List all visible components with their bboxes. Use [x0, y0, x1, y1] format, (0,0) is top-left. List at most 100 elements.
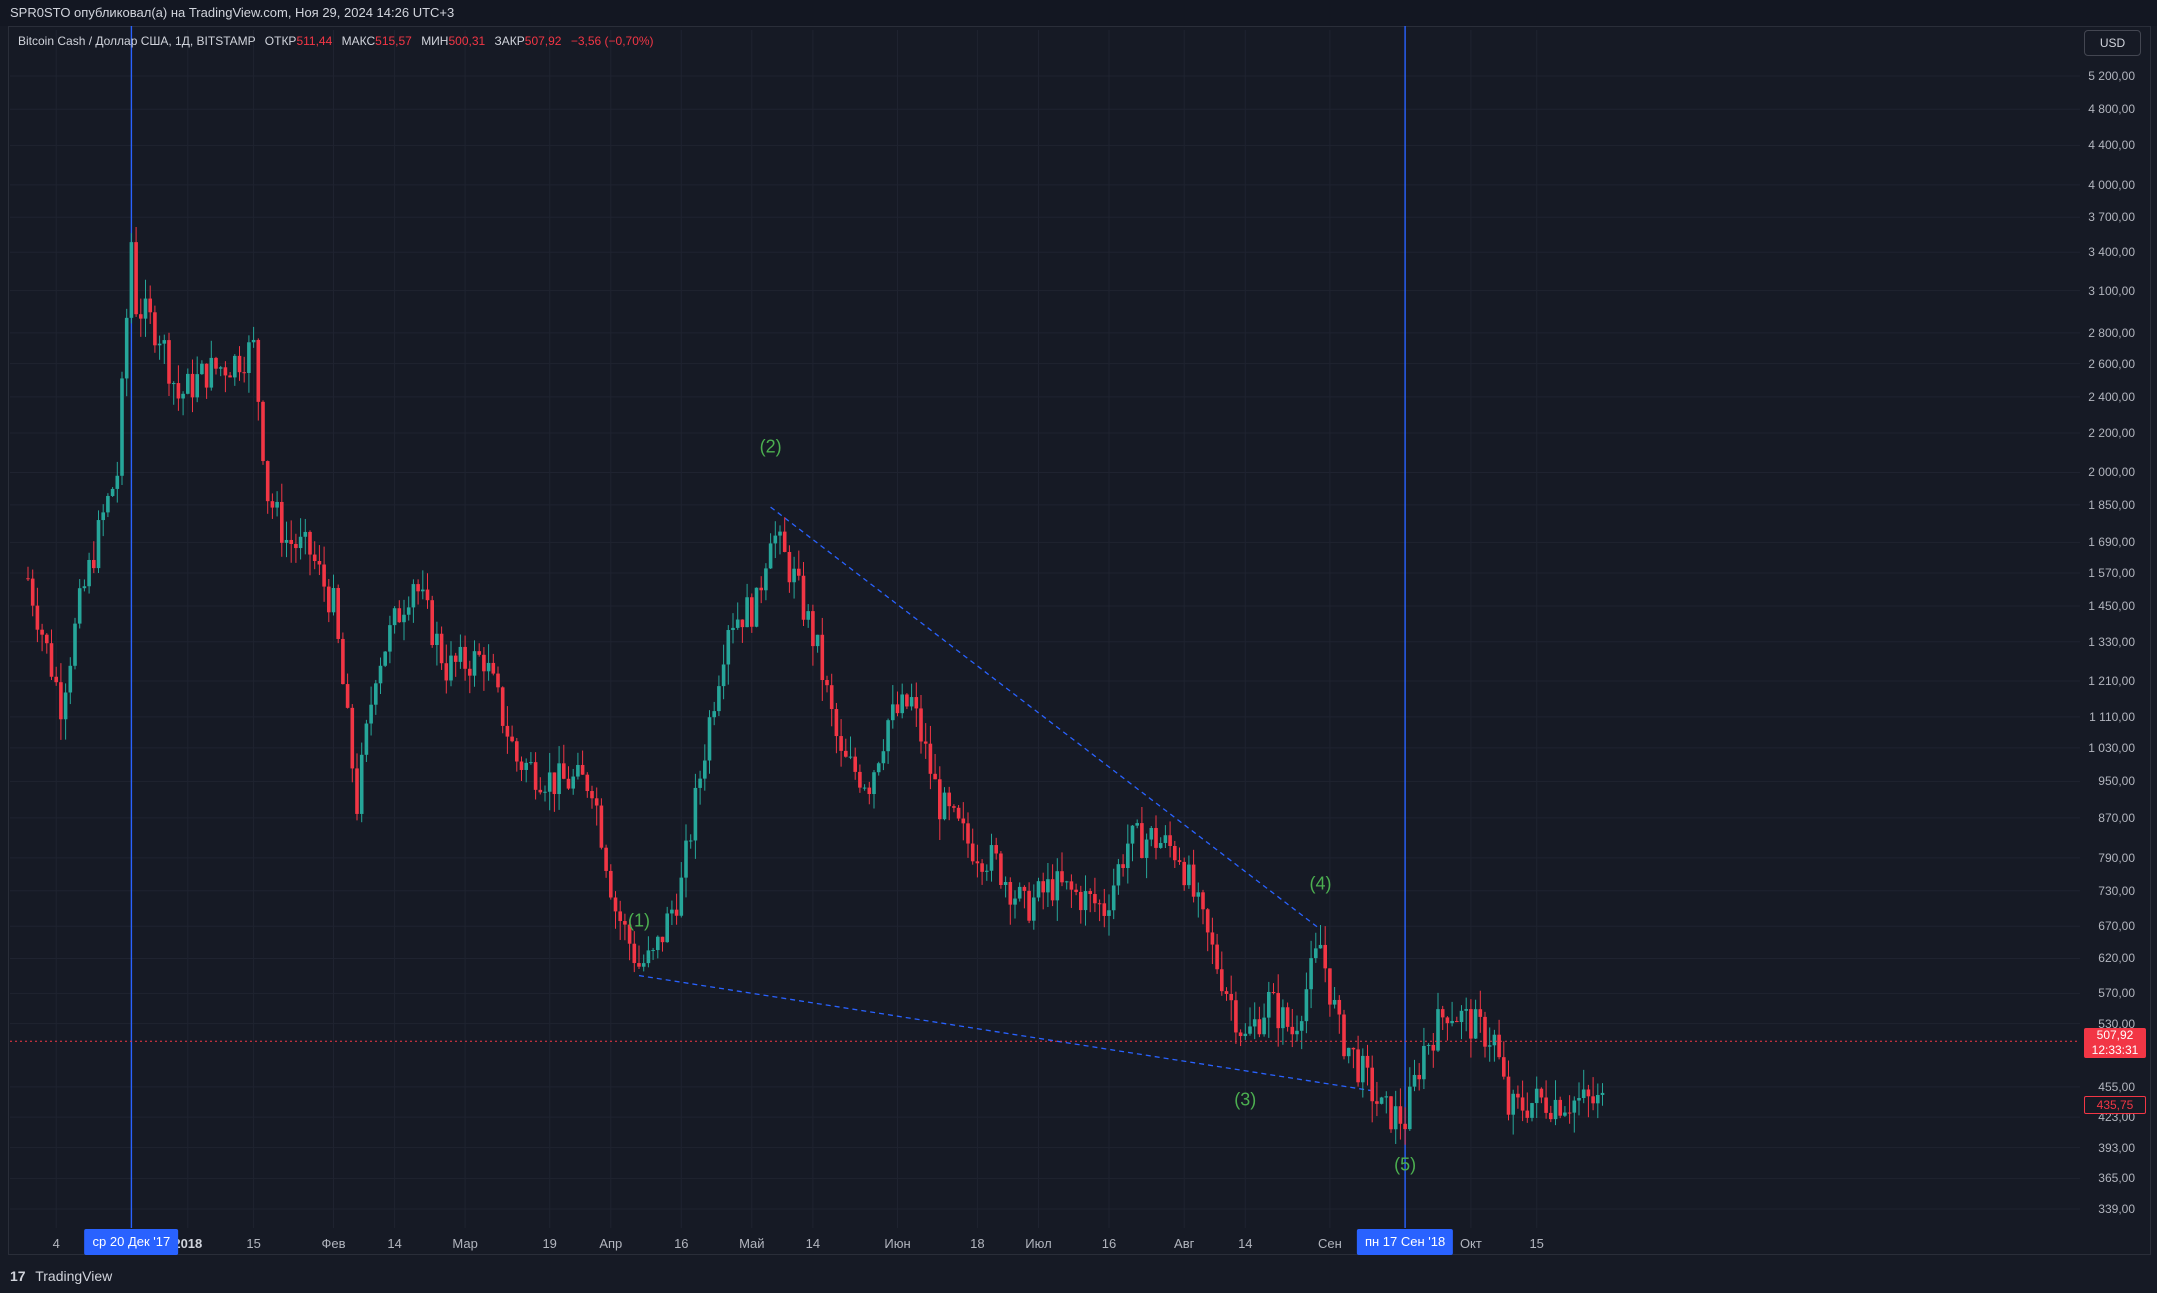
candle-body: [641, 963, 646, 967]
candle-body: [1393, 1106, 1398, 1130]
candle-body: [909, 697, 914, 707]
candle-body: [392, 608, 397, 626]
candle-body: [1539, 1088, 1544, 1098]
bar-countdown: 12:33:31: [2091, 1043, 2139, 1058]
candle-body: [975, 861, 980, 864]
price-tick-label: 3 100,00: [2088, 283, 2135, 298]
candle-body: [1473, 1009, 1478, 1039]
candle-body: [1126, 843, 1130, 869]
time-tick-label: 14: [805, 1236, 821, 1251]
candle-body: [82, 586, 87, 589]
candle-body: [806, 611, 810, 620]
candle-body: [214, 357, 218, 369]
candle-body: [670, 909, 674, 914]
candle-body: [195, 374, 199, 398]
candle-body: [594, 798, 599, 806]
candle-body: [331, 588, 336, 613]
candle-body: [721, 664, 726, 687]
candle-body: [665, 913, 669, 943]
candle-body: [745, 597, 749, 628]
candle-body: [646, 950, 651, 964]
candle-body: [1600, 1092, 1605, 1095]
candle-body: [1163, 835, 1168, 843]
candle-body: [496, 673, 500, 688]
change-value: −3,56 (−0,70%): [570, 34, 654, 48]
candle-body: [928, 743, 933, 774]
candle-body: [1069, 881, 1074, 890]
price-tick-label: 730,00: [2098, 883, 2135, 898]
price-tick-label: 1 110,00: [2089, 709, 2135, 724]
candle-body: [209, 357, 214, 388]
candle-body: [1502, 1057, 1506, 1077]
footer: 17 TradingView: [0, 1262, 400, 1290]
candle-body: [1191, 864, 1196, 897]
wave-label: (4): [1309, 873, 1332, 894]
candle-body: [1558, 1099, 1562, 1116]
candle-body: [157, 343, 162, 346]
candle-body: [1168, 835, 1172, 846]
candle-body: [1050, 879, 1055, 901]
candle-body: [1032, 897, 1036, 921]
candle-body: [364, 723, 369, 755]
candle-body: [30, 578, 35, 606]
candle-body: [1304, 989, 1309, 1022]
candle-body: [1017, 886, 1022, 899]
candle-body: [698, 778, 702, 788]
time-tick-label: Мар: [452, 1236, 478, 1251]
candle-body: [1220, 969, 1224, 992]
trendline: [638, 974, 1378, 1093]
candle-body: [599, 805, 604, 848]
price-tick-label: 2 400,00: [2088, 389, 2135, 404]
candle-body: [1299, 1021, 1304, 1031]
candle-body: [585, 774, 590, 792]
candle-body: [308, 531, 312, 555]
candle-body: [26, 578, 30, 580]
candle-body: [181, 393, 185, 399]
candle-body: [1492, 1034, 1497, 1046]
time-tick-label: Апр: [599, 1236, 623, 1251]
candle-body: [63, 692, 68, 720]
candle-body: [1506, 1076, 1511, 1115]
candle-body: [1060, 871, 1064, 883]
candle-body: [110, 488, 115, 496]
price-tick-label: 670,00: [2098, 919, 2135, 934]
candle-body: [679, 877, 684, 916]
candle-body: [472, 651, 477, 676]
price-tick-label: 1 030,00: [2088, 740, 2135, 755]
candle-body: [345, 684, 350, 708]
candle-body: [1412, 1074, 1417, 1087]
candle-body: [1173, 845, 1177, 861]
candle-body: [463, 646, 467, 669]
candle-body: [1431, 1044, 1436, 1051]
candle-body: [712, 711, 716, 718]
candle-body: [242, 372, 246, 374]
candle-body: [1267, 991, 1271, 1018]
candle-body: [764, 568, 768, 591]
candle-body: [1544, 1097, 1548, 1113]
currency-button[interactable]: USD: [2084, 30, 2141, 56]
candle-body: [1351, 1047, 1356, 1050]
candle-body: [265, 461, 270, 502]
candle-body: [406, 607, 411, 615]
candle-body: [1596, 1094, 1600, 1104]
candle-body: [524, 762, 528, 770]
candle-body: [782, 531, 787, 552]
candle-body: [515, 741, 519, 762]
candle-body: [1520, 1097, 1525, 1111]
candle-body: [1586, 1089, 1591, 1097]
candle-body: [176, 383, 181, 399]
candle-body: [1102, 903, 1107, 916]
time-tick-label: 4: [52, 1236, 60, 1251]
candle-body: [1135, 823, 1139, 826]
candle-body: [557, 763, 561, 795]
candle-body: [820, 634, 825, 681]
price-tick-label: 870,00: [2098, 810, 2135, 825]
candle-body: [1459, 1010, 1464, 1023]
candle-body: [256, 339, 261, 402]
chart-frame[interactable]: [8, 26, 2151, 1255]
candle-body: [115, 475, 120, 489]
candle-body: [886, 720, 890, 752]
candle-body: [1464, 1009, 1468, 1011]
candle-body: [486, 662, 491, 672]
